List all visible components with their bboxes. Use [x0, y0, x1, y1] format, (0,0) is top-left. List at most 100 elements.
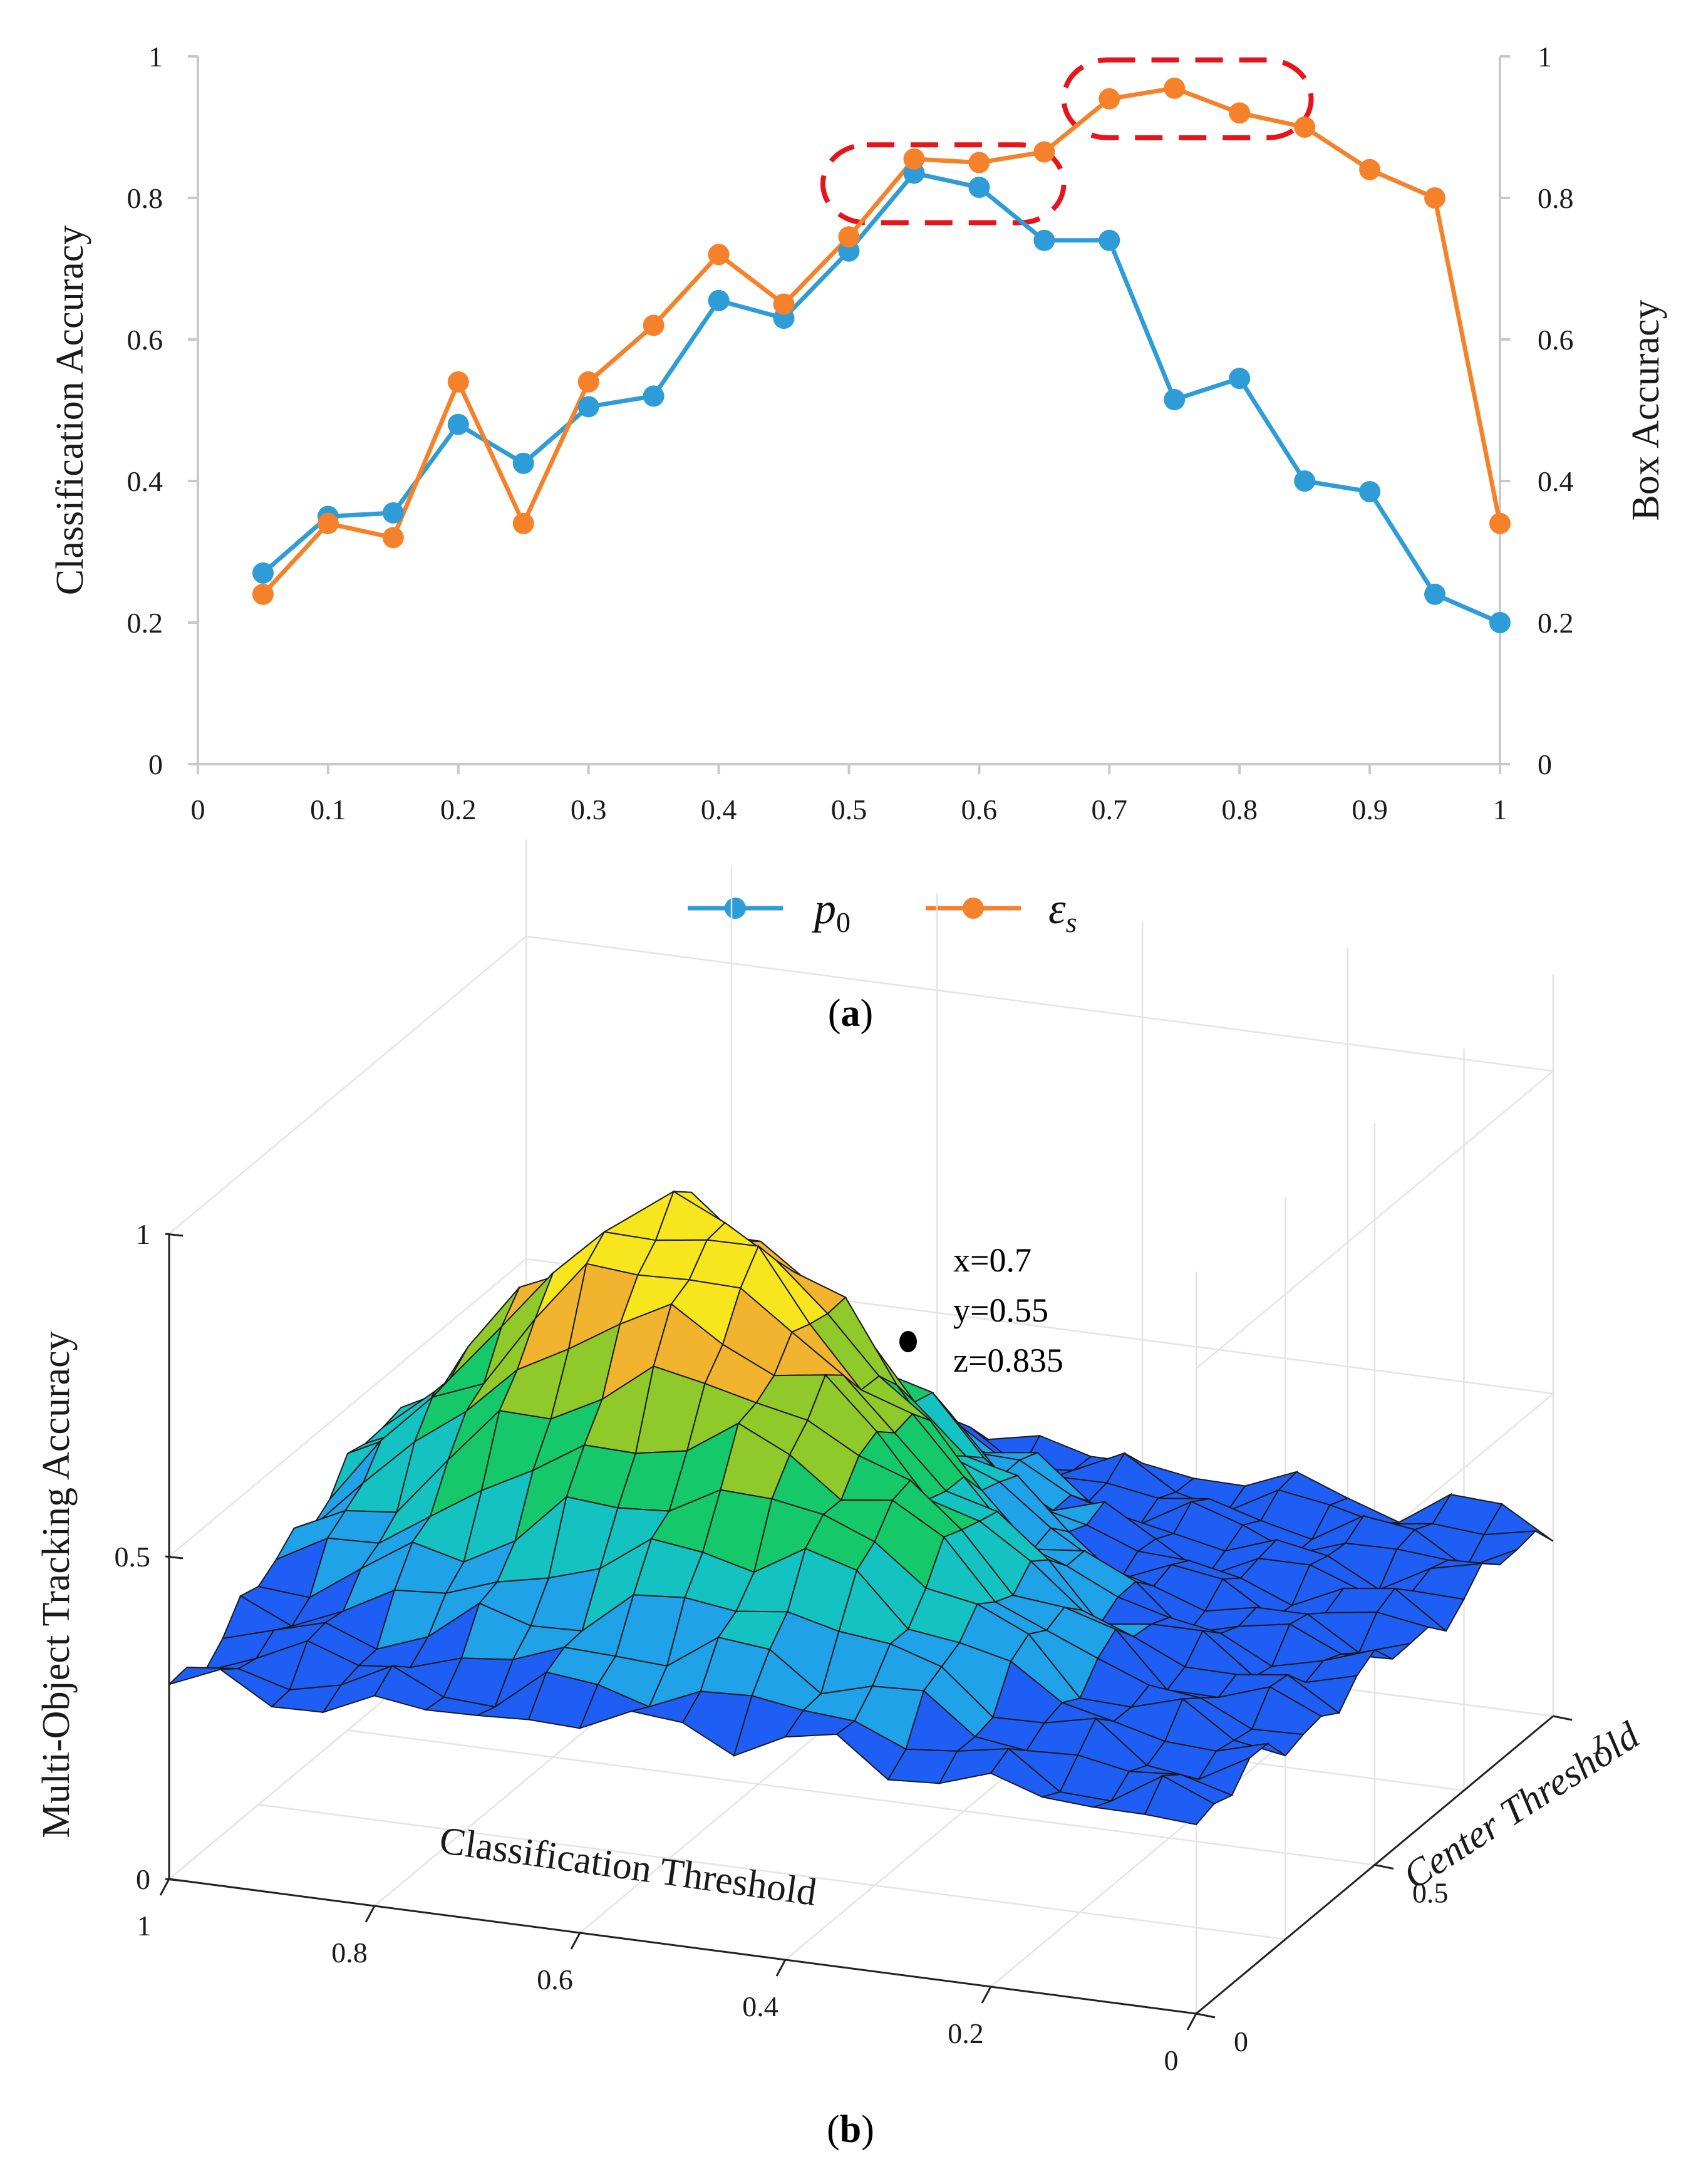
data-point-s1	[382, 527, 404, 549]
x-tick-label: 0	[191, 794, 205, 825]
x-tick-label: 0.6	[537, 1964, 573, 1995]
data-point-s1	[838, 226, 860, 248]
data-point-s1	[252, 583, 274, 605]
peak-x-label: x=0.7	[953, 1241, 1031, 1279]
x-tick-mark	[364, 1905, 376, 1923]
peak-marker	[899, 1331, 917, 1352]
x-tick-label: 0.3	[571, 794, 607, 825]
x-tick-mark	[981, 1986, 992, 2004]
x-tick-label: 0.4	[742, 1990, 778, 2022]
data-point-s1	[1489, 512, 1511, 534]
legend-es-label: εs	[1048, 885, 1077, 938]
data-point-s0	[512, 452, 534, 474]
data-point-s0	[1294, 470, 1316, 492]
floor-gridline	[258, 1804, 1286, 1940]
highlight-box-2	[1061, 57, 1314, 140]
data-point-s0	[1229, 368, 1251, 390]
caption-b: (b)	[827, 2108, 874, 2151]
x-tick-mark	[570, 1932, 581, 1950]
y-left-tick-label: 0.2	[127, 607, 163, 639]
data-point-s1	[708, 244, 730, 266]
panel-b-ticks: 0 0.5 1 1 0.8 0.6 0.4 0.2 0 0 0.5 1	[115, 1218, 1606, 2076]
data-point-s1	[1424, 187, 1446, 209]
y-right-tick-label: 0.6	[1538, 324, 1574, 356]
y-tick-mark	[1374, 1864, 1394, 1870]
legend-es-marker	[963, 898, 984, 919]
x-tick-label: 0.2	[948, 2017, 984, 2049]
y-left-tick-label: 0.4	[127, 465, 163, 497]
x-tick-label: 0	[1164, 2044, 1179, 2076]
y-left-tick-label: 0.8	[127, 182, 163, 214]
x-tick-label: 0.4	[701, 794, 737, 825]
data-point-s0	[1099, 229, 1120, 251]
data-point-s1	[643, 314, 664, 336]
data-point-s1	[903, 148, 925, 170]
y-right-tick-label: 1	[1538, 41, 1552, 73]
legend: p0 εs	[688, 885, 1077, 938]
data-point-s0	[1424, 583, 1446, 605]
highlight-box-1	[820, 142, 1067, 225]
legend-p0-label: p0	[811, 885, 850, 938]
panel-b-surface-chart: 0 0.5 1 1 0.8 0.6 0.4 0.2 0 0 0.5 1 x=0.7 y=0.55 z=…	[35, 839, 1647, 2151]
y-tick-mark	[1196, 2012, 1216, 2019]
data-point-s1	[773, 293, 795, 315]
data-point-s0	[1033, 229, 1055, 251]
data-point-s1	[1033, 141, 1055, 163]
series-line-1	[261, 86, 1502, 596]
x-tick-label: 0.7	[1092, 794, 1128, 825]
data-point-s1	[1099, 88, 1120, 110]
legend-p0-marker	[725, 898, 746, 919]
data-point-s1	[968, 152, 990, 173]
data-point-s1	[447, 371, 469, 393]
x-axis-line	[168, 1878, 1197, 2015]
left-wall-gridline	[168, 1258, 527, 1557]
data-point-s0	[643, 385, 664, 407]
y-tick-mark	[1553, 1715, 1573, 1721]
data-point-s1	[1229, 102, 1251, 124]
z-tick-label: 0.5	[115, 1541, 151, 1573]
peak-y-label: y=0.55	[953, 1291, 1048, 1329]
data-point-s0	[1164, 389, 1186, 411]
x-tick-label: 1	[1493, 794, 1507, 825]
peak-z-label: z=0.835	[953, 1342, 1063, 1379]
data-point-s0	[577, 396, 599, 418]
series-line-0	[261, 170, 1501, 625]
y-right-tick-label: 0.8	[1538, 182, 1574, 214]
data-point-s1	[1164, 77, 1186, 99]
y-tick-label: 0.5	[1412, 1877, 1449, 1909]
caption-a: (a)	[828, 992, 873, 1035]
surface-patch	[1144, 1775, 1216, 1826]
x-tick-mark	[1186, 2013, 1197, 2031]
z-tick-label: 1	[136, 1218, 150, 1250]
floor-gridline	[347, 1729, 1375, 1866]
y-axis-left-label: Classification Accuracy	[49, 225, 91, 596]
panel-a-annotations	[820, 57, 1314, 225]
x-tick-label: 0.8	[331, 1937, 368, 1969]
z-tick-label: 0	[136, 1863, 150, 1895]
y-left-tick-label: 1	[148, 41, 163, 73]
x-tick-label: 0.6	[961, 794, 998, 825]
y-right-tick-label: 0	[1538, 748, 1552, 780]
data-point-s1	[1294, 116, 1316, 138]
y-right-tick-label: 0.4	[1538, 465, 1574, 497]
data-point-s0	[708, 289, 730, 311]
x-tick-mark	[775, 1959, 787, 1977]
data-point-s0	[1489, 612, 1511, 633]
data-point-s0	[252, 562, 274, 584]
y-left-tick-label: 0.6	[127, 324, 163, 356]
y-tick-label: 1	[1591, 1728, 1605, 1760]
z-tick-mark	[165, 1233, 184, 1237]
y-left-tick-label: 0	[148, 748, 163, 780]
data-point-s1	[577, 371, 599, 393]
x-tick-mark	[159, 1878, 170, 1896]
x-tick-label: 0.8	[1221, 794, 1258, 825]
data-point-s1	[1359, 158, 1381, 180]
y-tick-label: 0	[1234, 2026, 1248, 2057]
data-point-s1	[317, 512, 339, 534]
x-axis-label: Classification Threshold	[437, 1819, 819, 1914]
panel-a-series	[252, 77, 1511, 633]
z-axis-label: Multi-Object Tracking Accuracy	[35, 1331, 78, 1838]
y-right-tick-label: 0.2	[1538, 607, 1574, 639]
left-wall-gridline	[168, 936, 527, 1234]
